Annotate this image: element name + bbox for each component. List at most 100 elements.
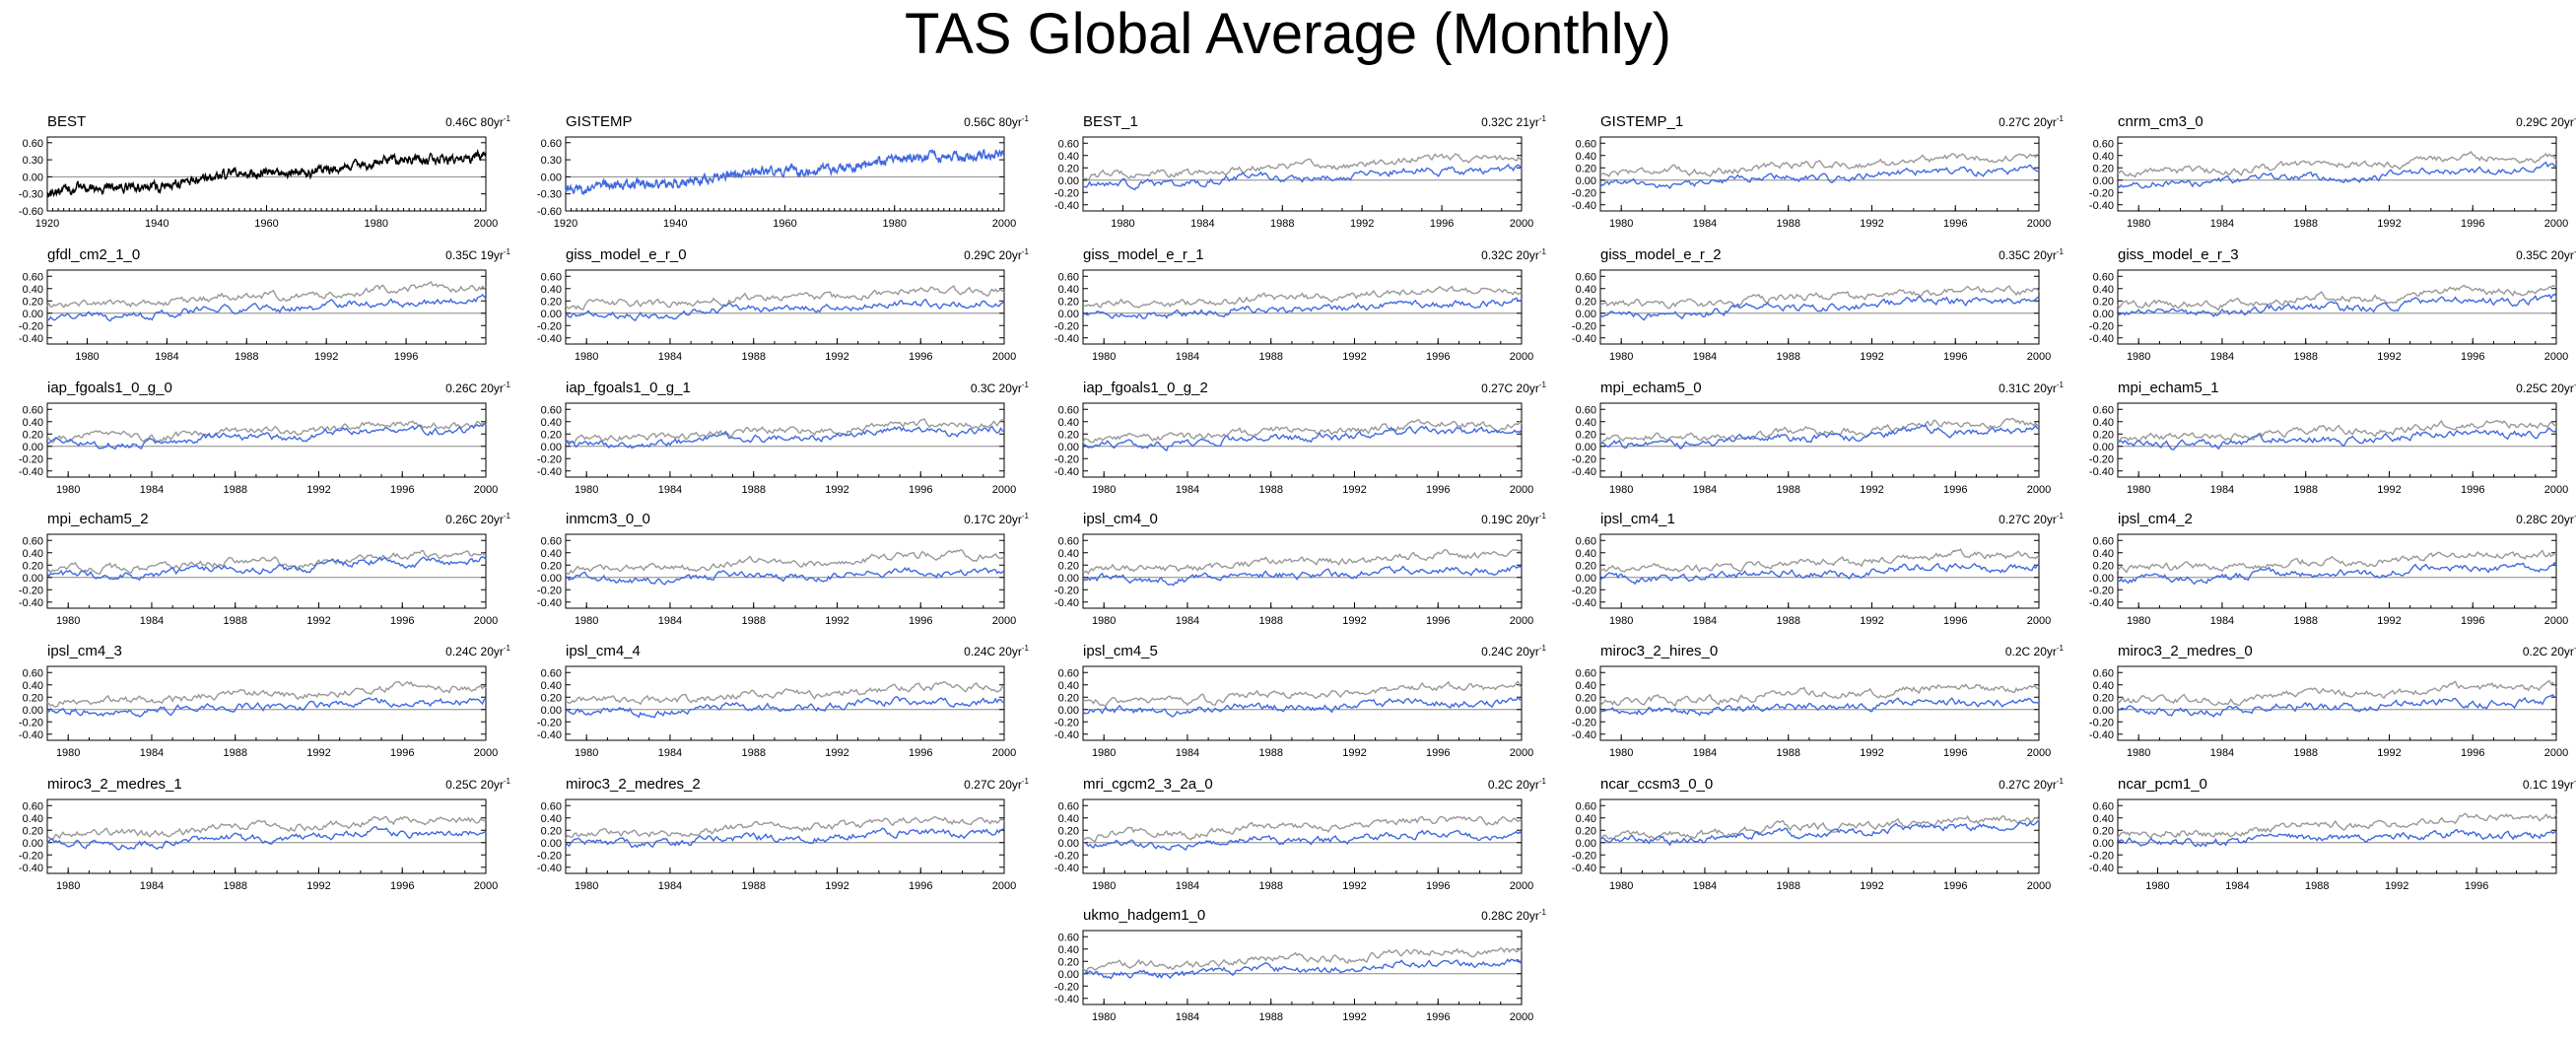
panel-plot: 0.600.400.200.00-0.20-0.40 1980 1984 1988 19… <box>537 269 1016 363</box>
panel-title: iap_fgoals1_0_g_2 <box>1083 380 1208 396</box>
panel-title: giss_model_e_r_2 <box>1600 246 1722 263</box>
y-tick-label: -0.40 <box>2089 729 2114 741</box>
y-tick-label: 0.60 <box>2093 404 2114 416</box>
x-tick-label: 2000 <box>474 484 498 496</box>
x-tick-label: 2000 <box>2544 615 2568 627</box>
y-tick-label: 0.20 <box>1058 163 1079 174</box>
trend-value: 0.27C 20yr <box>1999 778 2057 792</box>
x-tick-label: 2000 <box>2544 351 2568 363</box>
series-line-observed <box>2117 284 2557 312</box>
x-tick-label: 1996 <box>2461 484 2484 496</box>
plot-frame <box>1082 402 1523 478</box>
y-tick-label: -0.40 <box>2089 863 2114 874</box>
y-tick-label: -0.20 <box>19 717 43 728</box>
x-tick-label: 1996 <box>2461 747 2484 759</box>
series-line-model <box>565 567 1005 586</box>
x-tick-label: 1984 <box>1176 880 1199 892</box>
chart-panel: miroc3_2_medres_1 0.25C 20yr-1 0.60 0.40 0.2… <box>19 776 510 904</box>
x-tick-label: 1980 <box>2127 351 2150 363</box>
y-tick-label: 0.40 <box>1576 151 1596 163</box>
trend-value: 0.35C 19yr <box>445 248 504 262</box>
y-tick-label: -0.20 <box>1054 585 1079 596</box>
series-line-model <box>1082 958 1523 980</box>
y-tick-label: 0.40 <box>1576 548 1596 560</box>
y-tick-label: 0.60 <box>1058 404 1079 416</box>
trend-value: 0.1C 19yr <box>2522 778 2574 792</box>
panel-title: miroc3_2_medres_1 <box>47 776 182 793</box>
x-tick-label: 1984 <box>140 747 164 759</box>
plot-frame <box>1082 136 1523 212</box>
plot-frame <box>2117 533 2557 609</box>
y-tick-label: -0.40 <box>1054 200 1079 212</box>
y-tick-label: -0.20 <box>537 453 562 465</box>
plot-frame <box>1082 665 1523 741</box>
trend-value: 0.27C 20yr <box>1999 115 2057 129</box>
series-line-model <box>565 695 1005 719</box>
chart-panel: GISTEMP 0.56C 80yr-1 0.60 0.30 0.00 -0.30 -0.6… <box>537 113 1029 242</box>
x-tick-label: 2000 <box>474 615 498 627</box>
y-tick-label: 0.00 <box>23 838 43 850</box>
plot-frame <box>565 798 1005 874</box>
trend-exponent: -1 <box>1021 114 1029 123</box>
trend-label: 0.3C 20yr-1 <box>971 381 1029 395</box>
x-tick-label: 1980 <box>75 351 99 363</box>
y-tick-label: 0.40 <box>23 813 43 825</box>
y-tick-label: 0.20 <box>1576 296 1596 308</box>
panel-title: ipsl_cm4_0 <box>1083 511 1158 527</box>
x-tick-label: 1988 <box>1776 747 1799 759</box>
trend-value: 0.25C 20yr <box>445 778 504 792</box>
y-tick-label: -0.40 <box>19 333 43 345</box>
x-tick-label: 1984 <box>1693 747 1717 759</box>
panel-plot: 0.600.400.200.00-0.20-0.40 1980 1984 1988 19… <box>2089 798 2557 892</box>
x-tick-label: 2000 <box>1510 880 1533 892</box>
trend-exponent: -1 <box>2574 381 2576 389</box>
y-tick-label: -0.20 <box>19 453 43 465</box>
x-tick-label: 1992 <box>306 747 330 759</box>
x-tick-label: 1988 <box>235 351 258 363</box>
trend-label: 0.35C 19yr-1 <box>445 247 510 262</box>
trend-value: 0.24C 20yr <box>1481 645 1539 658</box>
x-tick-label: 1980 <box>575 880 598 892</box>
trend-label: 0.28C 20yr-1 <box>1481 908 1546 923</box>
x-tick-label: 1980 <box>575 484 598 496</box>
series-line-model <box>1082 565 1523 587</box>
plot-frame <box>1599 269 2040 345</box>
y-tick-label: -0.20 <box>1572 453 1596 465</box>
x-tick-label: 1980 <box>1609 615 1633 627</box>
x-tick-label: 1980 <box>2127 218 2150 230</box>
y-tick-label: -0.20 <box>19 850 43 862</box>
panel-plot: 0.600.400.200.00-0.20-0.40 1980 1984 1988 19… <box>19 798 498 892</box>
y-tick-label: 0.20 <box>1058 956 1079 968</box>
x-tick-label: 1988 <box>1258 747 1282 759</box>
x-tick-label: 1980 <box>575 351 598 363</box>
series-line-observed <box>565 549 1005 575</box>
panel-plot: 0.600.400.200.00-0.20-0.40 1980 1984 1988 19… <box>2089 402 2568 496</box>
x-tick-label: 1984 <box>155 351 178 363</box>
y-tick-label: 0.00 <box>541 172 562 183</box>
trend-exponent: -1 <box>1538 114 1546 123</box>
y-tick-label: 0.30 <box>23 155 43 167</box>
series-line-observed <box>1083 285 1523 309</box>
chart-panel: mpi_echam5_1 0.25C 20yr-1 0.600.400.200.00… <box>2089 380 2576 508</box>
y-tick-label: -0.40 <box>1572 466 1596 478</box>
panel-title: GISTEMP_1 <box>1600 113 1684 130</box>
x-tick-label: 1996 <box>909 351 932 363</box>
trend-exponent: -1 <box>2574 777 2576 786</box>
x-tick-label: 1984 <box>1693 484 1717 496</box>
trend-exponent: -1 <box>1021 512 1029 520</box>
x-tick-label: 1980 <box>1092 615 1116 627</box>
panel-plot: 0.600.400.200.00-0.20-0.40 1980 1984 1988 19… <box>1054 930 1533 1023</box>
plot-frame <box>1599 665 2040 741</box>
y-tick-label: 0.00 <box>1058 175 1079 187</box>
x-tick-label: 1996 <box>1943 880 1967 892</box>
series-line-model <box>1082 425 1523 452</box>
trend-label: 0.24C 20yr-1 <box>445 644 510 658</box>
x-tick-label: 1996 <box>1943 218 1967 230</box>
y-tick-label: 0.60 <box>541 138 562 150</box>
x-tick-label: 1988 <box>1270 218 1294 230</box>
chart-panel: ncar_pcm1_00.1C 19yr-10.600.400.200.00-0… <box>2089 776 2576 904</box>
trend-value: 0.2C 20yr <box>2522 645 2574 658</box>
trend-label: 0.2C 20yr-1 <box>2523 644 2576 658</box>
y-tick-label: 0.00 <box>23 309 43 320</box>
y-tick-label: 0.40 <box>1058 944 1079 956</box>
